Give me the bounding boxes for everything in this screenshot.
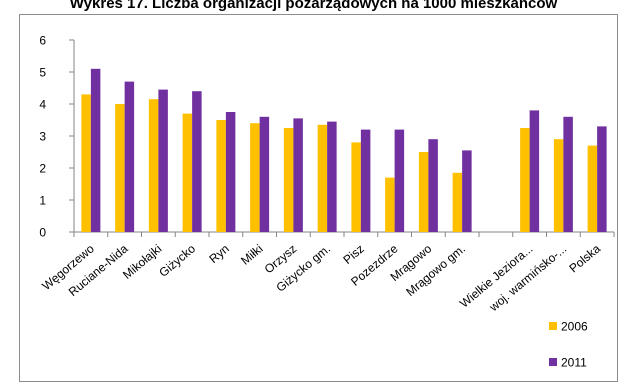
bar-2011 xyxy=(259,116,270,232)
y-tick-label: 3 xyxy=(39,130,46,144)
bar-2006 xyxy=(216,120,226,232)
bar-2006 xyxy=(385,177,395,232)
x-tick-label: Miłki xyxy=(238,242,265,268)
x-tick-label: Pisz xyxy=(340,242,366,267)
y-axis-ticks: 0 1 2 3 4 5 6 xyxy=(39,34,74,240)
bars xyxy=(81,68,607,233)
bar-2006 xyxy=(148,99,159,232)
x-tick-label: Mikołajki xyxy=(120,242,164,282)
x-tick-label: Giżycko xyxy=(156,241,198,279)
bar-2006 xyxy=(520,128,530,232)
legend-label-2006: 2006 xyxy=(561,320,588,334)
bar-2011 xyxy=(192,91,202,232)
bar-2011 xyxy=(394,129,405,232)
bar-2006 xyxy=(587,145,598,232)
bar-2006 xyxy=(283,128,294,232)
y-tick-label: 1 xyxy=(39,194,46,208)
bar-2006 xyxy=(250,123,260,232)
y-tick-label: 5 xyxy=(39,66,46,80)
legend-swatch-2006 xyxy=(549,322,557,330)
bar-2006 xyxy=(553,139,564,232)
y-tick-label: 0 xyxy=(39,226,46,240)
legend-swatch-2011 xyxy=(549,358,557,366)
bar-2011 xyxy=(462,150,472,232)
bar-2011 xyxy=(529,110,540,232)
bar-2011 xyxy=(225,112,236,232)
bar-2011 xyxy=(563,116,573,232)
bar-2006 xyxy=(182,113,193,232)
bar-2011 xyxy=(158,89,168,232)
legend-label-2011: 2011 xyxy=(561,356,587,370)
x-tick-label: Ryn xyxy=(206,242,231,266)
x-tick-label: Mrągowo gm. xyxy=(403,242,468,299)
bar-2011 xyxy=(360,129,371,232)
bar-2011 xyxy=(597,126,607,232)
bar-2011 xyxy=(327,121,337,232)
x-tick-label: Polska xyxy=(566,241,603,275)
bar-2011 xyxy=(124,81,135,232)
bar-2006 xyxy=(351,142,361,232)
chart-frame xyxy=(19,14,618,382)
bar-2011 xyxy=(90,68,101,232)
y-tick-label: 2 xyxy=(39,162,46,176)
bar-2006 xyxy=(115,104,125,232)
y-tick-label: 4 xyxy=(39,98,46,112)
legend: 2006 2011 xyxy=(549,320,588,370)
bar-2006 xyxy=(418,152,429,232)
y-tick-label: 6 xyxy=(39,34,46,48)
bar-2011 xyxy=(428,139,438,232)
bar-2006 xyxy=(452,172,463,232)
bar-2011 xyxy=(293,118,303,232)
bar-2006 xyxy=(81,94,91,233)
chart-title: Wykres 17. Liczba organizacji pozarządow… xyxy=(69,0,558,12)
bar-2006 xyxy=(317,124,328,232)
